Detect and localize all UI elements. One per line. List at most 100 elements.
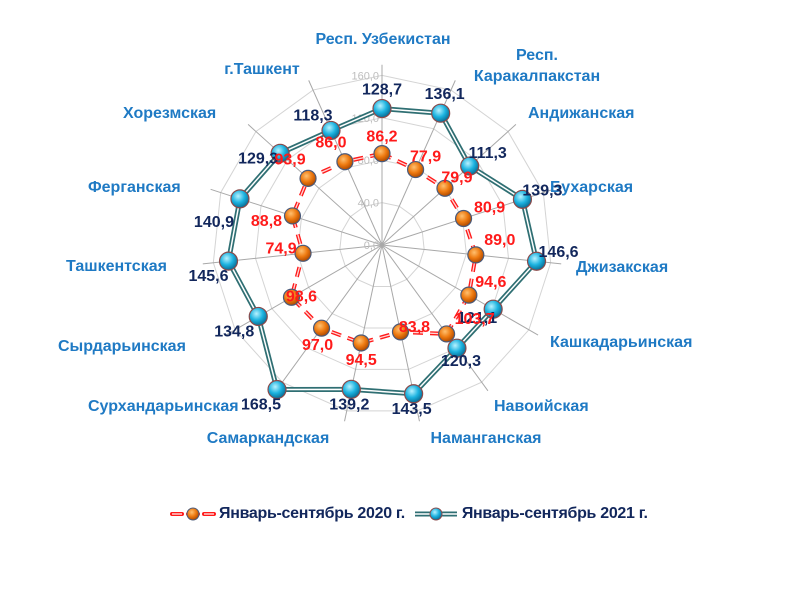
value-label-2021: 134,8: [214, 323, 254, 340]
category-label: Сырдарьинская: [58, 338, 186, 355]
spoke: [247, 124, 383, 246]
data-point-2020[interactable]: [406, 160, 425, 179]
legend-label-2020: Январь-сентябрь 2020 г.: [219, 505, 405, 522]
value-label-2021: 139,3: [522, 182, 562, 199]
tick-label: 160,0: [351, 70, 379, 82]
series-2020: [282, 145, 485, 352]
value-labels: 128,7 136,1 111,3 139,3 146,6 121,1 120,3 143,5…: [188, 82, 578, 418]
value-label-2020: 94,5: [346, 352, 377, 369]
legend-item-2020[interactable]: Январь-сентябрь 2020 г.: [170, 505, 405, 523]
value-label-2020: 97,0: [302, 337, 333, 354]
category-label: Респ.: [516, 47, 558, 64]
value-label-2020: 77,9: [410, 149, 441, 166]
value-label-2021: 140,9: [194, 214, 234, 231]
series-2021: [218, 98, 547, 404]
category-label: Ташкентская: [66, 258, 167, 275]
spoke: [381, 244, 489, 392]
value-label-2021: 145,6: [188, 268, 228, 285]
spoke: [381, 244, 539, 336]
data-point-2021[interactable]: [431, 103, 451, 123]
data-point-2021[interactable]: [218, 251, 239, 271]
data-point-2021[interactable]: [404, 384, 424, 404]
data-point-2020[interactable]: [391, 323, 410, 341]
category-label: Самаркандская: [207, 430, 330, 447]
legend-marker-2020-icon: [170, 507, 216, 521]
data-point-2021[interactable]: [321, 120, 341, 141]
data-point-2021[interactable]: [372, 98, 392, 119]
spoke: [275, 244, 383, 392]
value-label-2020: 86,2: [366, 129, 397, 146]
value-label-2021: 129,3: [238, 150, 278, 167]
value-label-2020: 88,8: [251, 213, 282, 230]
value-label-2020: 98,6: [286, 288, 317, 305]
data-point-2020[interactable]: [454, 209, 473, 228]
category-label: г.Ташкент: [224, 61, 300, 78]
value-label-2021: 143,5: [392, 401, 432, 418]
data-point-2021[interactable]: [270, 143, 290, 163]
data-point-2020[interactable]: [352, 334, 370, 352]
value-label-2021: 168,5: [241, 396, 281, 413]
legend-item-2021[interactable]: Январь-сентябрь 2021 г.: [413, 505, 648, 523]
category-label: Респ. Узбекистан: [315, 31, 450, 48]
data-point-2020[interactable]: [283, 207, 302, 225]
legend-marker-2021-icon: [414, 507, 457, 521]
series-2020-line-inner: [290, 152, 477, 344]
data-point-2021[interactable]: [230, 189, 250, 209]
category-label: Андижанская: [528, 105, 634, 122]
category-label: Навоийская: [494, 398, 589, 415]
data-point-2020[interactable]: [336, 153, 354, 171]
data-point-2021[interactable]: [526, 251, 547, 271]
data-point-2020[interactable]: [299, 169, 317, 187]
data-point-2021[interactable]: [248, 306, 268, 327]
tick-label: 0,0: [364, 240, 379, 252]
data-point-2021[interactable]: [512, 189, 533, 209]
value-label-2020: 89,0: [484, 232, 515, 249]
value-label-2020: 86,0: [315, 135, 346, 152]
category-label: Джизакская: [576, 259, 668, 276]
data-point-2021[interactable]: [483, 299, 503, 319]
grid-ring: [212, 74, 552, 412]
data-point-2020[interactable]: [312, 319, 331, 337]
grid-ring: [254, 117, 510, 370]
category-label: Ферганская: [88, 179, 181, 196]
chart-legend: Январь-сентябрь 2020 г. Январь-сентябрь …: [170, 505, 648, 523]
category-label: Наманганская: [430, 430, 541, 447]
data-point-2020[interactable]: [282, 288, 301, 306]
category-labels: Респ. Узбекистан Респ. Каракалпакстан Андиж…: [58, 31, 692, 447]
value-label-2021: 128,7: [362, 82, 402, 99]
value-label-2020: 83,8: [399, 319, 430, 336]
value-label-2020: 103,7: [455, 311, 495, 328]
value-label-2020: 94,6: [475, 274, 506, 291]
category-label: Каракалпакстан: [474, 68, 600, 85]
data-point-2021[interactable]: [447, 338, 467, 358]
data-point-2020[interactable]: [436, 179, 454, 197]
tick-label: 120,0: [351, 113, 379, 125]
value-label-2020: 79,9: [441, 169, 472, 186]
category-label: Кашкадарьинская: [550, 334, 692, 351]
value-label-2020: 74,9: [265, 240, 296, 257]
value-label-2020: 80,9: [474, 200, 505, 217]
value-label-2021: 139,2: [329, 396, 369, 413]
data-point-2021[interactable]: [460, 156, 480, 176]
value-label-2021: 146,6: [539, 244, 579, 261]
value-label-2021: 118,3: [293, 107, 332, 124]
data-point-2020[interactable]: [438, 325, 456, 343]
data-point-2020[interactable]: [373, 145, 391, 163]
value-label-2021: 111,3: [469, 145, 507, 162]
value-label-2021: 120,3: [441, 353, 481, 370]
category-label: Бухарская: [550, 179, 633, 196]
data-point-2020[interactable]: [294, 244, 312, 262]
category-label: Сурхандарьинская: [88, 398, 239, 415]
data-point-2021[interactable]: [267, 379, 287, 400]
value-label-2020: 93,9: [274, 151, 305, 168]
legend-label-2021: Январь-сентябрь 2021 г.: [461, 505, 648, 522]
data-point-2020[interactable]: [460, 286, 478, 304]
grid-ring: [339, 202, 425, 287]
value-label-2021: 121,1: [457, 310, 497, 327]
value-label-2021: 136,1: [425, 86, 465, 103]
data-point-2021[interactable]: [341, 379, 361, 399]
data-point-2020[interactable]: [467, 246, 485, 264]
series-2021-line-inner: [227, 107, 538, 395]
category-label: Хорезмская: [123, 105, 216, 122]
